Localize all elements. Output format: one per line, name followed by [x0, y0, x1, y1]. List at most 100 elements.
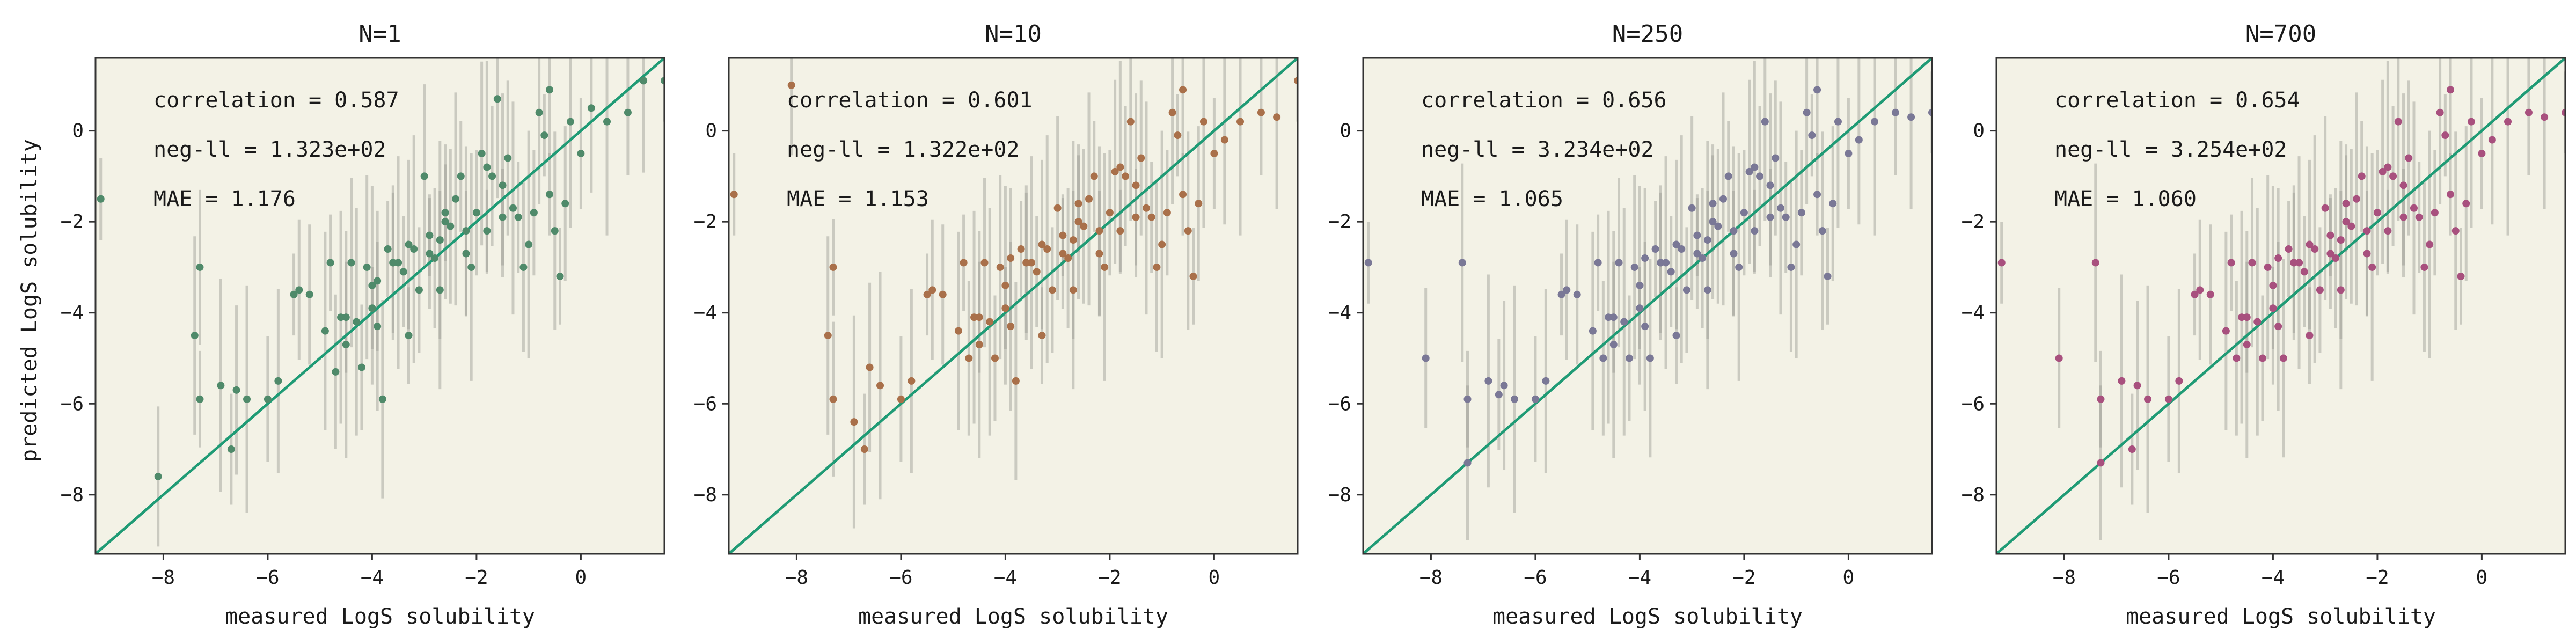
x-tick-label: 0: [1209, 567, 1220, 589]
data-point: [1463, 395, 1472, 403]
data-point: [2394, 118, 2402, 126]
data-point: [866, 363, 874, 371]
y-tick-label: −8: [1328, 484, 1351, 506]
data-point: [1484, 377, 1492, 385]
data-point: [939, 290, 947, 298]
data-point: [1740, 209, 1748, 217]
data-point: [1719, 195, 1728, 203]
data-point: [2091, 259, 2099, 267]
data-point: [295, 286, 303, 294]
plot-frame: [94, 57, 665, 555]
data-point: [965, 354, 973, 362]
data-point: [378, 395, 386, 403]
data-point: [2457, 272, 2465, 280]
data-point: [1074, 200, 1082, 208]
data-point: [2258, 354, 2266, 362]
data-point: [405, 332, 413, 340]
data-point: [2191, 290, 2199, 298]
data-point: [1364, 259, 1372, 267]
data-point: [1891, 108, 1899, 116]
data-point: [394, 259, 402, 267]
data-point: [399, 268, 407, 276]
x-tick-label: −4: [2262, 567, 2285, 589]
x-tick-label: 0: [1843, 567, 1855, 589]
panel-3: −8 −6 −4 −2 0 −8 −6 −4 −2 0 N=250 measured LogS sol…: [1328, 20, 1933, 629]
data-point: [1048, 286, 1056, 294]
data-point: [483, 227, 491, 235]
data-point: [2447, 191, 2455, 199]
data-point: [1184, 227, 1192, 235]
data-point: [1907, 113, 1915, 121]
data-point: [509, 204, 517, 212]
data-point: [2373, 209, 2381, 217]
data-point: [1153, 263, 1161, 271]
y-tick-label: 0: [705, 120, 717, 142]
data-point: [2332, 254, 2340, 262]
data-point: [2144, 395, 2152, 403]
data-point: [1662, 259, 1670, 267]
data-point: [975, 341, 983, 349]
data-point: [1672, 332, 1680, 340]
plot-frame: [728, 57, 1299, 555]
data-point: [2541, 113, 2549, 121]
data-point: [2326, 231, 2334, 239]
data-point: [2431, 209, 2439, 217]
data-point: [1090, 172, 1098, 180]
data-point: [1122, 172, 1130, 180]
data-point: [1017, 245, 1025, 253]
data-point: [2337, 286, 2345, 294]
data-point: [1022, 259, 1030, 267]
data-point: [410, 245, 418, 253]
data-point: [1147, 213, 1155, 221]
data-point: [467, 263, 475, 271]
data-point: [196, 395, 204, 403]
plot-area: [1363, 58, 1932, 554]
data-point: [389, 259, 397, 267]
data-point: [1782, 213, 1790, 221]
data-point: [321, 327, 329, 335]
data-point: [1792, 240, 1801, 248]
panel-2: −8 −6 −4 −2 0 −8 −6 −4 −2 0 N=10 measured LogS solu…: [694, 20, 1299, 629]
data-point: [1095, 250, 1103, 258]
data-point: [2175, 377, 2183, 385]
data-point: [2436, 108, 2444, 116]
data-point: [730, 191, 738, 199]
stat-line-1: correlation = 0.656: [1421, 88, 1667, 113]
data-point: [2274, 323, 2282, 331]
data-point: [243, 395, 251, 403]
data-point: [499, 213, 507, 221]
data-point: [514, 213, 522, 221]
data-point: [603, 118, 611, 126]
data-point: [1751, 227, 1759, 235]
data-point: [525, 240, 533, 248]
data-point: [1594, 259, 1602, 267]
figure-ylabel: predicted LogS solubility: [17, 139, 42, 462]
data-point: [499, 181, 507, 189]
data-point: [2478, 150, 2486, 158]
data-point: [996, 263, 1004, 271]
data-point: [1678, 245, 1686, 253]
data-point: [1730, 227, 1738, 235]
data-point: [546, 86, 554, 94]
data-point: [2133, 382, 2141, 390]
data-point: [1074, 218, 1082, 226]
data-point: [1589, 327, 1597, 335]
data-point: [1053, 204, 1062, 212]
data-point: [1871, 118, 1879, 126]
data-point: [2426, 240, 2434, 248]
data-point: [1928, 108, 1932, 116]
y-tick-label: −8: [61, 484, 84, 506]
data-point: [1007, 323, 1015, 331]
x-tick-label: −2: [465, 567, 488, 589]
data-point: [1132, 213, 1140, 221]
data-point: [1609, 313, 1618, 321]
data-point: [897, 395, 905, 403]
data-point: [1179, 191, 1187, 199]
data-point: [577, 150, 585, 158]
data-point: [191, 332, 199, 340]
data-point: [1699, 254, 1707, 262]
data-point: [1257, 108, 1265, 116]
data-point: [787, 81, 795, 89]
plot-frame: [1995, 57, 2566, 555]
stat-line-2: neg-ll = 1.323e+02: [153, 137, 386, 162]
